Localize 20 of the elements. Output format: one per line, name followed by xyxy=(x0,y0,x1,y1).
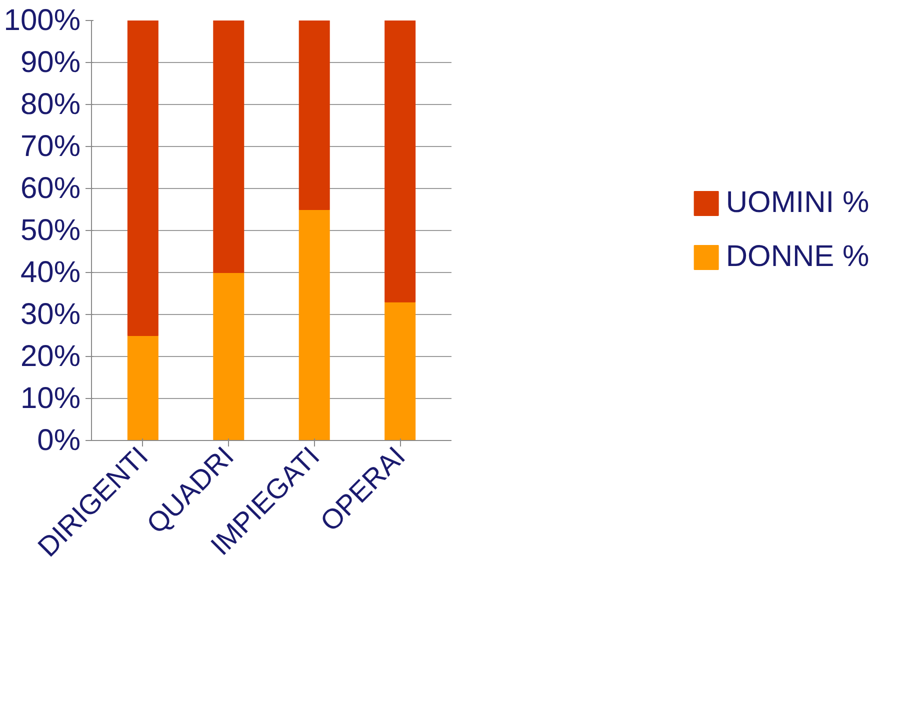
bar xyxy=(298,20,330,210)
bar xyxy=(384,301,416,440)
y-tick-label: 20% xyxy=(20,340,81,373)
bar xyxy=(384,20,416,302)
bar xyxy=(298,209,330,440)
y-tick-label: 80% xyxy=(20,88,81,121)
y-tick-label: 40% xyxy=(20,256,81,289)
y-tick-label: 70% xyxy=(20,130,81,163)
y-tick-label: 50% xyxy=(20,214,81,247)
y-tick-label: 60% xyxy=(20,172,81,205)
legend-label: DONNE % xyxy=(726,240,870,274)
legend-label: UOMINI % xyxy=(726,186,870,220)
bar xyxy=(127,335,158,440)
bar xyxy=(213,272,244,440)
y-tick-label: 10% xyxy=(20,382,81,415)
y-tick-label: 100% xyxy=(4,4,81,37)
y-tick-label: 90% xyxy=(20,46,81,79)
bar xyxy=(127,20,158,336)
bar xyxy=(213,20,244,273)
y-tick-label: 30% xyxy=(20,298,81,331)
